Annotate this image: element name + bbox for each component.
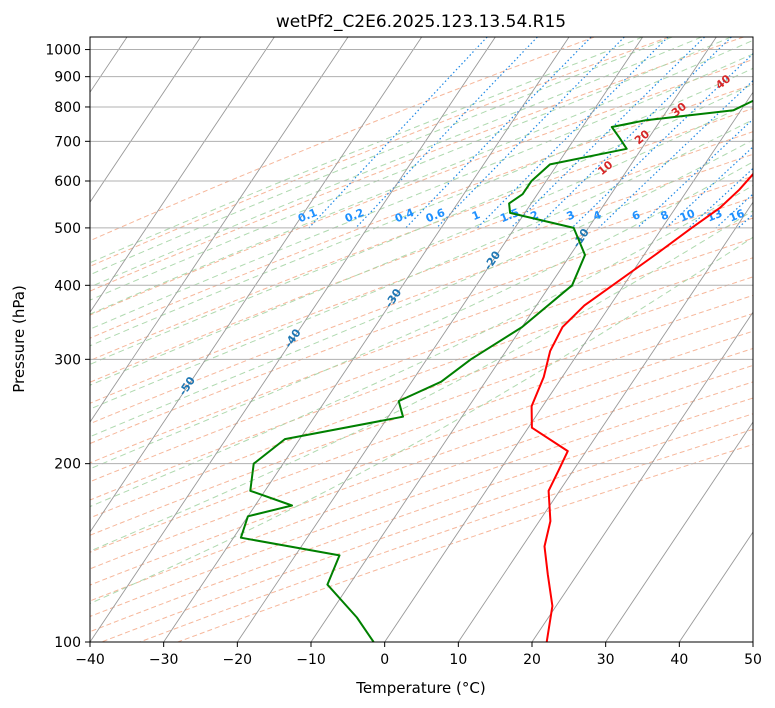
isotherm-line (457, 201, 753, 642)
dry-adiabat-line (90, 37, 744, 292)
dry-adiabat-line (90, 37, 595, 242)
dry-adiabat-line (90, 294, 753, 536)
moist-adiabat-line (90, 37, 673, 276)
axes: −40 −30 −20 −10 0 10 20 30 40 50 100 200 300 400 500 60… (45, 36, 762, 668)
isotherm-line (605, 421, 753, 642)
dry-adiabat-line (90, 237, 753, 483)
dry-adiabat-line (90, 276, 753, 519)
mixing-ratio-line (636, 118, 753, 229)
isotherm-line (678, 531, 753, 642)
mixing-ratio-label: 2 (528, 208, 540, 223)
mixing-ratio-label: 3 (565, 208, 577, 223)
isotherm-line (90, 37, 202, 204)
x-tick-label: −20 (223, 652, 253, 668)
mixing-ratio-label: 10 (678, 207, 697, 225)
isotherm-line (90, 37, 275, 313)
mixing-ratio-label: 8 (659, 208, 671, 223)
dry-adiabat-line (90, 153, 753, 404)
mixing-ratio-line (535, 37, 732, 229)
moist-adiabat-line (90, 39, 753, 315)
mixing-ratio-line (308, 37, 488, 229)
isotherm-line (236, 37, 644, 642)
y-tick-label: 600 (54, 174, 81, 190)
mixing-ratio-label: 20 (752, 207, 771, 225)
dry-adiabat-line (90, 107, 753, 362)
isotherm-line (90, 37, 349, 423)
x-tick-label: 10 (449, 652, 467, 668)
x-tick-label: −10 (296, 652, 326, 668)
dry-adiabat-line (90, 257, 753, 501)
dry-adiabat-line (90, 312, 753, 553)
moist-adiabat-line (90, 161, 753, 470)
x-tick-label: 20 (523, 652, 541, 668)
x-tick-label: 0 (380, 652, 389, 668)
x-tick-label: 40 (670, 652, 688, 668)
y-tick-label: 400 (54, 278, 81, 294)
x-tick-label: 50 (744, 652, 762, 668)
moist-adiabat-line (90, 37, 643, 264)
dry-adiabat-line (90, 196, 753, 445)
isotherm-line (90, 37, 496, 642)
mixing-ratio-label: 13 (705, 207, 724, 225)
x-tick-label: 30 (597, 652, 615, 668)
dry-adiabat-line (90, 175, 753, 425)
mixing-ratio-line (405, 37, 592, 229)
plot-frame (89, 36, 754, 643)
isotherm-line (90, 37, 423, 533)
chart-title: wetPf2_C2E6.2025.123.13.54.R15 (276, 12, 566, 32)
x-axis-label: Temperature (°C) (355, 679, 485, 697)
mixing-ratio-line (436, 37, 625, 229)
mixing-ratio-label: 16 (727, 207, 746, 225)
x-tick-label: −30 (149, 652, 179, 668)
dewpoint-profile-line (239, 99, 753, 642)
y-tick-label: 1000 (45, 43, 81, 59)
moist-adiabat-line (90, 210, 753, 552)
dry-adiabat-line (90, 37, 670, 267)
mixing-ratio-label: 1 (470, 208, 482, 223)
dry-adiabat-line (90, 83, 753, 339)
isotherm-line (163, 37, 570, 642)
isotherm-line (384, 91, 753, 642)
y-tick-label: 100 (54, 635, 81, 651)
y-axis-label: Pressure (hPa) (10, 285, 28, 393)
y-tick-label: 700 (54, 134, 81, 150)
isotherm-line (531, 311, 753, 642)
mixing-ratio-line (476, 37, 669, 229)
moist-adiabat-line (90, 119, 753, 410)
moist-adiabat-line (90, 53, 753, 330)
moist-adiabat-line (90, 83, 753, 365)
isotherm-line (310, 37, 717, 642)
y-tick-label: 300 (54, 352, 81, 368)
y-tick-label: 800 (54, 100, 81, 116)
x-tick-label: −40 (75, 652, 105, 668)
temperature-profile-line (530, 172, 753, 642)
mixing-ratio-line (355, 37, 538, 229)
y-tick-label: 500 (54, 221, 81, 237)
y-tick-label: 900 (54, 70, 81, 86)
y-tick-label: 200 (54, 457, 81, 473)
moist-adiabat-line (90, 139, 753, 438)
